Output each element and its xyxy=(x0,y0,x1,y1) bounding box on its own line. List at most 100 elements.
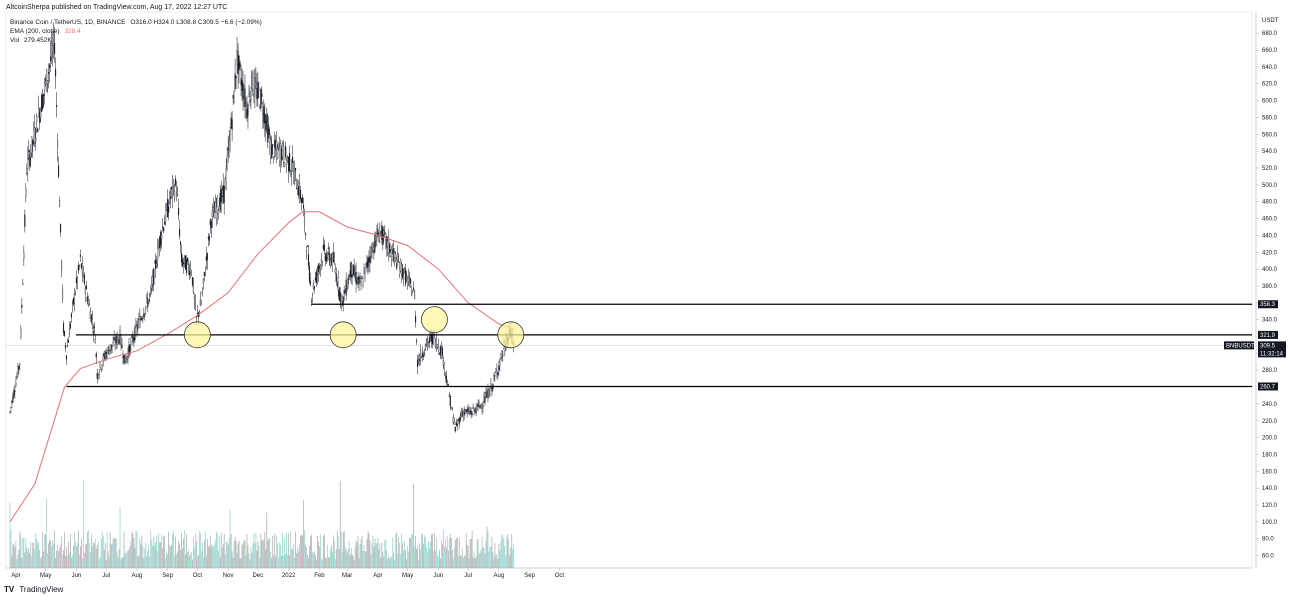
candle-body xyxy=(157,246,159,260)
volume-legend-row[interactable]: Vol 279.452K xyxy=(10,36,262,45)
volume-bar xyxy=(448,538,450,568)
candle-body xyxy=(427,341,430,343)
ema-legend-row[interactable]: EMA (200, close) 328.4 xyxy=(10,27,262,36)
candle-body xyxy=(243,96,245,104)
volume-bar xyxy=(486,526,488,568)
candle-body xyxy=(223,185,225,204)
candle-body xyxy=(319,265,321,271)
volume-bar xyxy=(39,549,41,568)
volume-bar xyxy=(423,543,424,568)
candle-body xyxy=(494,375,496,377)
volume-bar xyxy=(480,549,482,568)
candle-body xyxy=(55,69,57,77)
volume-bar xyxy=(54,530,55,568)
candle-body xyxy=(189,267,192,273)
volume-bar xyxy=(142,546,144,568)
volume-bar xyxy=(485,540,487,568)
candle-body xyxy=(102,356,104,363)
volume-bar xyxy=(126,551,128,568)
candle-body xyxy=(358,276,360,285)
candle-body xyxy=(287,156,289,159)
volume-bar xyxy=(84,544,86,568)
volume-bar xyxy=(130,540,132,568)
candle-body xyxy=(186,257,189,262)
volume-bar xyxy=(315,555,316,568)
volume-bar xyxy=(267,540,269,568)
volume-bar xyxy=(263,539,265,568)
volume-bar xyxy=(61,536,62,568)
ema200-line xyxy=(9,211,515,523)
candle-body xyxy=(397,253,399,261)
volume-bar xyxy=(406,559,407,568)
candle-body xyxy=(71,303,73,305)
candle-body xyxy=(463,411,465,416)
volume-bar xyxy=(334,559,336,568)
volume-bar xyxy=(171,544,172,568)
volume-bar xyxy=(87,530,89,568)
volume-bar xyxy=(148,544,150,568)
candle-body xyxy=(177,194,179,196)
candle-body xyxy=(139,316,141,328)
volume-bar xyxy=(253,533,255,568)
volume-bar xyxy=(120,559,122,568)
candle-body xyxy=(495,371,497,373)
volume-bar xyxy=(47,553,49,568)
volume-bar xyxy=(325,558,327,568)
candle-body xyxy=(96,373,98,379)
volume-bar xyxy=(179,544,180,568)
volume-bar xyxy=(219,556,221,568)
volume-bar xyxy=(252,543,254,568)
candle-body xyxy=(85,285,87,290)
candle-body xyxy=(423,352,426,356)
volume-bar xyxy=(18,549,20,568)
volume-bar xyxy=(331,552,333,568)
volume-bar xyxy=(312,552,313,568)
candle-body xyxy=(131,335,133,338)
candle-body xyxy=(56,105,58,107)
volume-bar xyxy=(497,558,499,568)
volume-bar xyxy=(165,558,167,568)
candle-body xyxy=(82,269,84,277)
volume-bar xyxy=(329,549,331,568)
volume-bar xyxy=(372,535,374,568)
volume-bar xyxy=(362,551,364,568)
candle-body xyxy=(220,189,222,202)
candle-body xyxy=(95,353,97,358)
candle-body xyxy=(152,276,154,285)
candle-body xyxy=(68,328,71,337)
volume-bar xyxy=(244,540,246,568)
candle-body xyxy=(298,186,300,196)
ohlc-values: O316.0 H324.0 L308.8 C309.5 −6.6 (−2.09%… xyxy=(130,19,262,26)
volume-bar xyxy=(31,555,33,568)
candle-body xyxy=(72,298,74,305)
volume-bar xyxy=(355,540,357,568)
volume-bar xyxy=(144,548,146,568)
volume-bar xyxy=(100,538,102,568)
volume-bar xyxy=(101,531,103,568)
volume-bar xyxy=(69,552,70,568)
volume-bar xyxy=(385,539,387,568)
volume-bar xyxy=(393,552,395,568)
candle-body xyxy=(130,341,132,346)
volume-bar xyxy=(159,542,161,568)
volume-bar xyxy=(37,543,39,568)
candle-body xyxy=(94,338,96,344)
volume-bar xyxy=(200,533,201,568)
volume-bar xyxy=(26,547,28,568)
volume-bar xyxy=(251,553,253,568)
candle-body xyxy=(436,344,438,348)
volume-bar xyxy=(281,555,283,568)
volume-bar xyxy=(287,554,288,568)
volume-bar xyxy=(21,557,23,568)
volume-bar xyxy=(302,535,303,568)
volume-bar xyxy=(175,536,176,568)
tradingview-brand[interactable]: TV TradingView xyxy=(4,585,63,594)
candle-body xyxy=(83,274,85,284)
symbol-legend-row[interactable]: Binance Coin / TetherUS, 1D, BINANCE O31… xyxy=(10,18,262,27)
highlight-circle xyxy=(421,306,448,334)
candle-body xyxy=(337,277,339,291)
candle-body xyxy=(488,388,490,398)
y-tick-label: 80.0 xyxy=(1262,537,1274,543)
candle-body xyxy=(438,353,440,355)
